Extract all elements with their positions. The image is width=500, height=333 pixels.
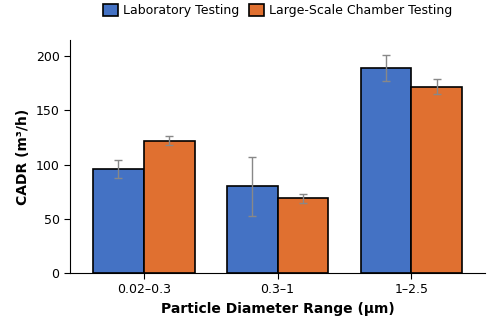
Bar: [278, 198, 328, 273]
Legend: Laboratory Testing, Large-Scale Chamber Testing: Laboratory Testing, Large-Scale Chamber …: [103, 4, 452, 17]
Bar: [144, 141, 194, 273]
Bar: [93, 169, 144, 273]
Bar: [226, 186, 278, 273]
Y-axis label: CADR (m³/h): CADR (m³/h): [16, 108, 30, 205]
Bar: [412, 87, 462, 273]
X-axis label: Particle Diameter Range (μm): Particle Diameter Range (μm): [160, 302, 394, 316]
Bar: [360, 68, 412, 273]
